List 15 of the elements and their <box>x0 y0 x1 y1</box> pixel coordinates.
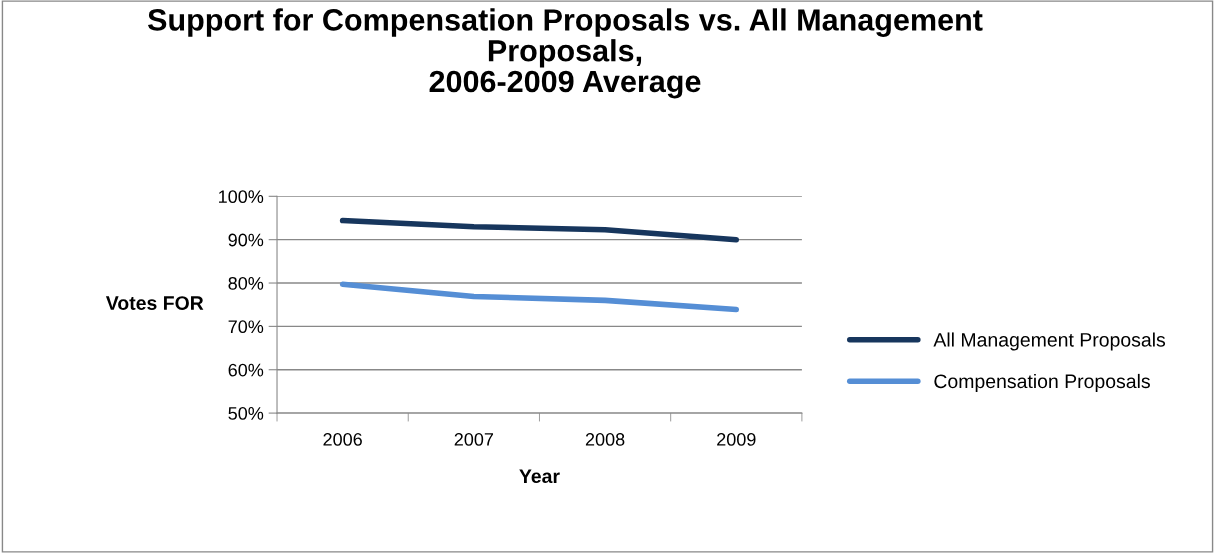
y-tick-label: 70% <box>228 320 264 334</box>
y-tick-label: 100% <box>219 190 264 204</box>
legend-label: All Management Proposals <box>933 332 1166 351</box>
x-axis-title: Year <box>519 469 560 484</box>
x-tick-label: 2009 <box>717 433 756 446</box>
y-tick-label: 80% <box>228 276 264 290</box>
x-tick-label: 2008 <box>585 433 625 446</box>
y-tick-label: 90% <box>228 233 264 247</box>
x-tick-label: 2006 <box>323 433 362 446</box>
legend-label: Compensation Proposals <box>934 373 1150 393</box>
y-axis-title: Votes FOR <box>105 296 204 310</box>
x-tick-label: 2007 <box>454 433 494 446</box>
chart-title: Support for Compensation Proposals vs. All Management Proposals, 2006-2009 Average <box>147 8 983 99</box>
y-tick-label: 60% <box>228 363 264 377</box>
y-tick-label: 50% <box>228 407 264 420</box>
